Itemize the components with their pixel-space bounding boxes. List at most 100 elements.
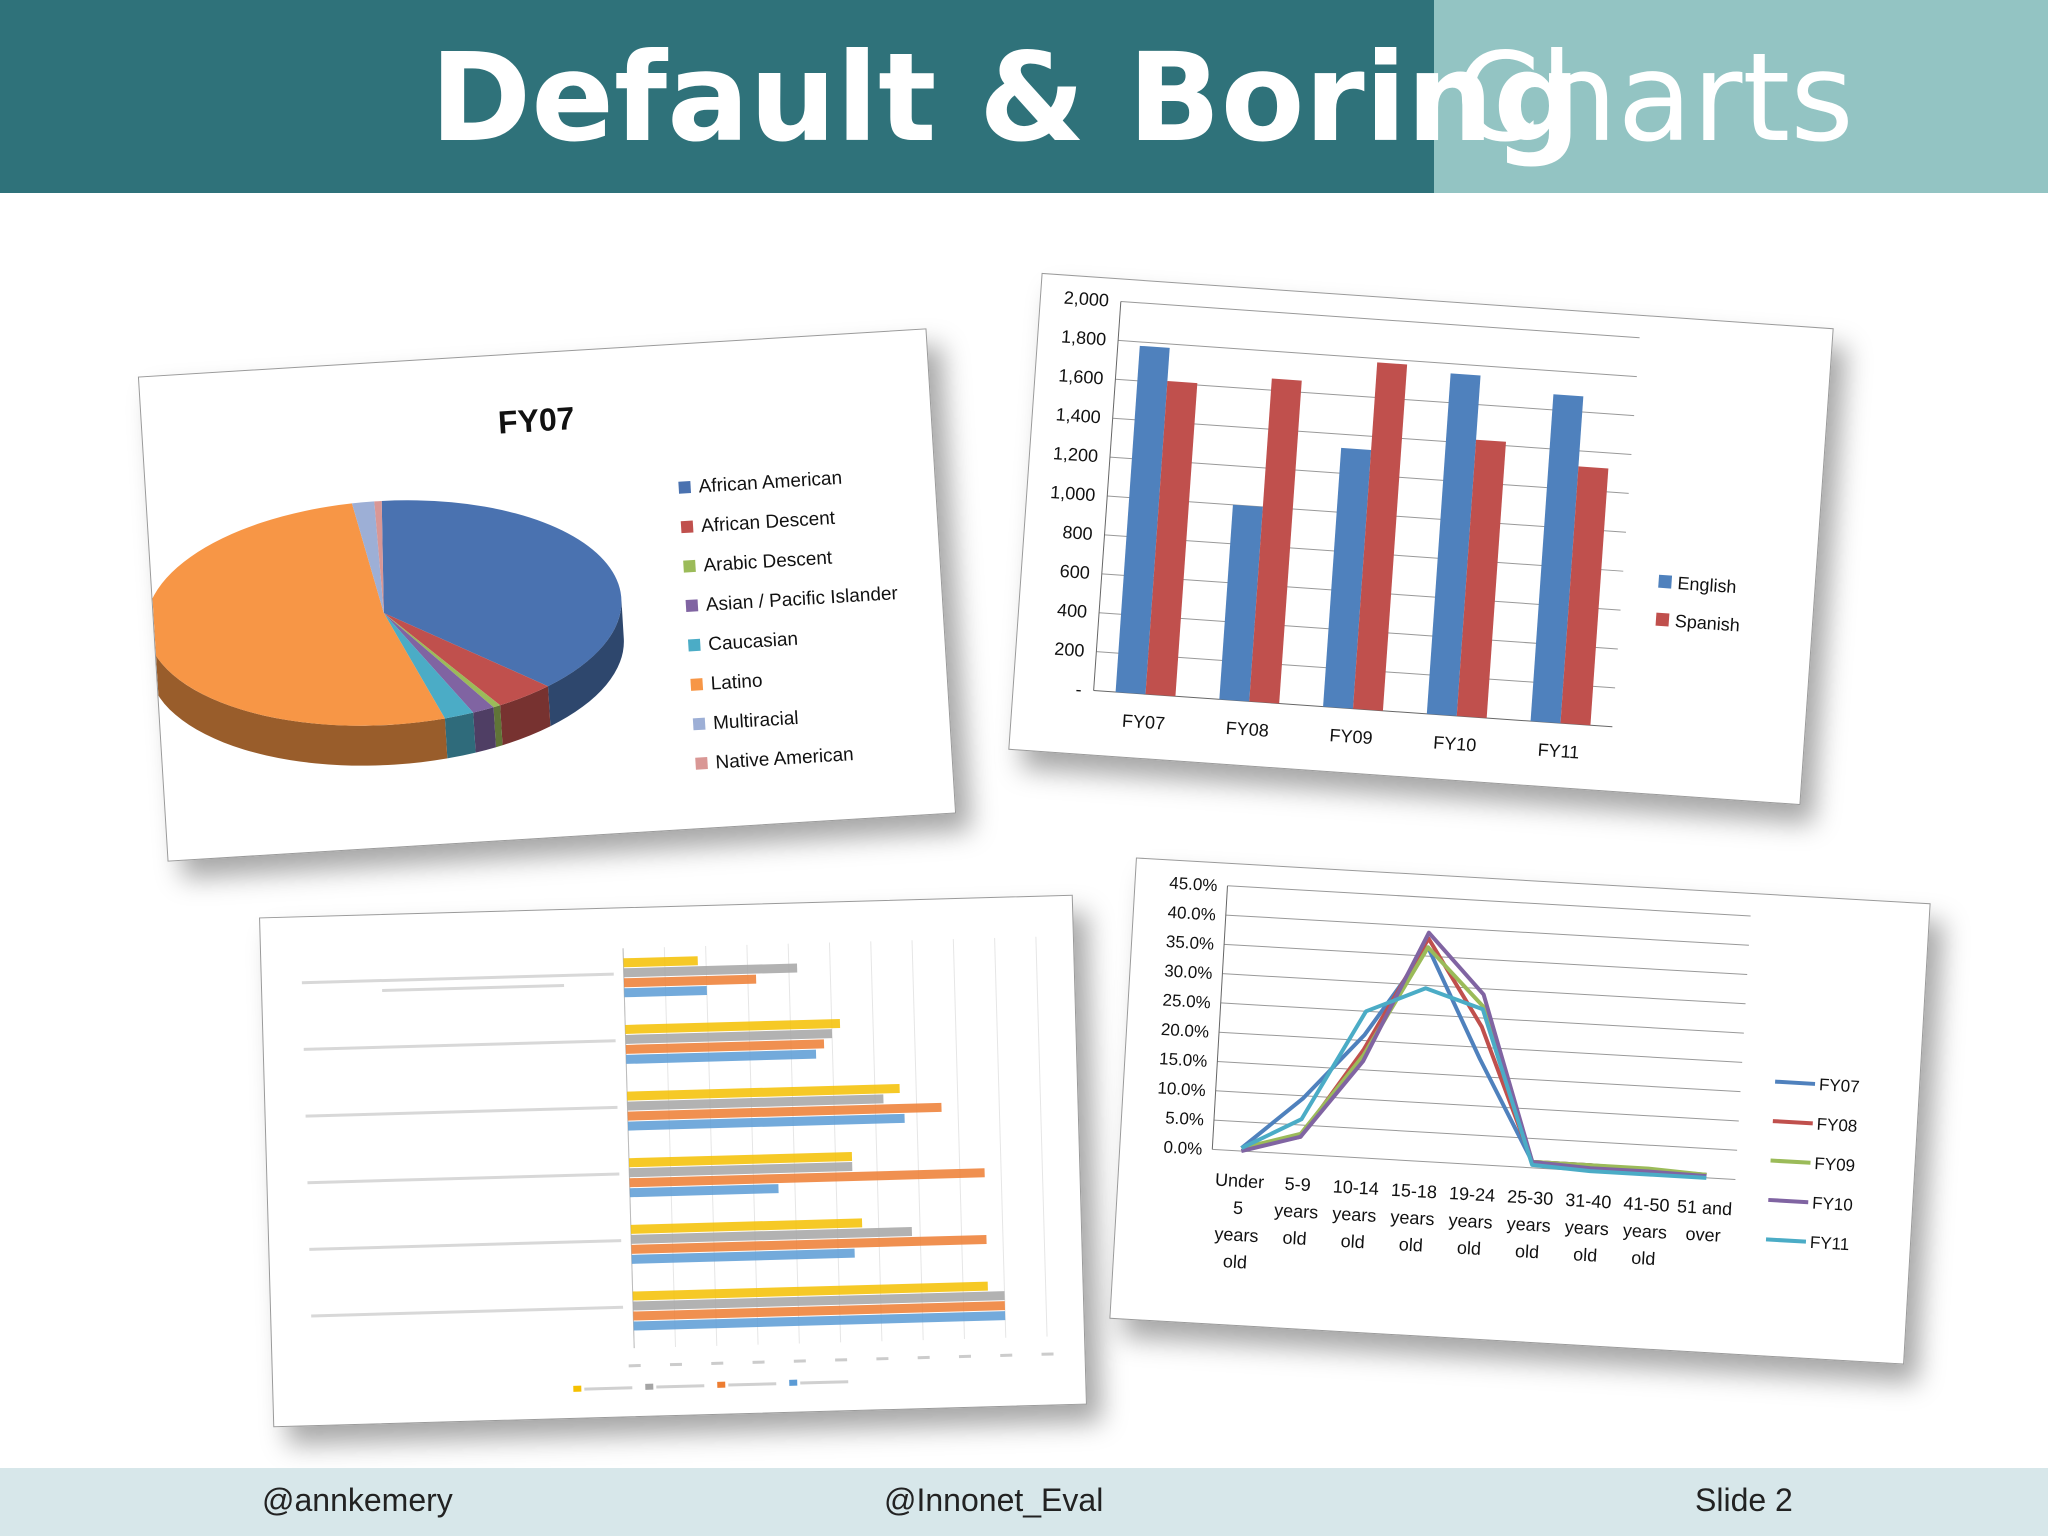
x-tick-label: 41-50yearsold	[1620, 1193, 1670, 1270]
y-axis	[622, 948, 635, 1349]
y-axis	[1211, 885, 1228, 1150]
x-tick-label: FY11	[1537, 740, 1580, 763]
legend-label: FY07	[1818, 1075, 1860, 1096]
gridline	[1035, 936, 1048, 1337]
bar-spanish	[1560, 466, 1609, 726]
legend-label: FY11	[1809, 1233, 1849, 1254]
legend-swatch	[685, 599, 699, 613]
legend-label	[584, 1386, 633, 1391]
series-line-fy09	[1241, 945, 1707, 1177]
hbar	[629, 1184, 779, 1198]
y-tick-label: 1,000	[1050, 482, 1096, 505]
y-tick-label: 0.0%	[1163, 1138, 1203, 1159]
legend-label: African Descent	[700, 508, 836, 537]
gridline	[1120, 300, 1640, 339]
category-label	[309, 1239, 622, 1251]
y-tick-label: 1,600	[1058, 365, 1104, 388]
hbar	[630, 1218, 863, 1234]
series-line-fy10	[1240, 930, 1707, 1179]
horizontal-bar-chart	[301, 936, 1054, 1392]
legend-swatch	[1655, 612, 1670, 627]
footer-bar: @annkemery @Innonet_Eval Slide 2	[0, 1468, 2048, 1536]
legend-label: English	[1677, 573, 1737, 597]
legend-swatch	[789, 1379, 798, 1386]
title-bar	[0, 0, 1434, 193]
hbar	[625, 1018, 841, 1034]
x-tick-label: Under5yearsold	[1210, 1170, 1265, 1274]
gridline	[1220, 1002, 1744, 1034]
legend-swatch	[1774, 1079, 1816, 1086]
pie-chart-card: FY07 African American African Descent Arabi…	[137, 328, 957, 862]
gridline	[663, 947, 676, 1348]
hbar	[623, 956, 698, 968]
gridline	[746, 944, 759, 1345]
bar-spanish	[1145, 380, 1198, 697]
hbar	[631, 1248, 855, 1264]
x-tick-label: FY07	[1121, 711, 1165, 734]
pie-slice-side	[444, 712, 476, 759]
hbar	[625, 1029, 833, 1044]
legend-label: Spanish	[1674, 611, 1740, 635]
gridline	[787, 943, 800, 1344]
legend-swatch	[695, 757, 708, 770]
hbar	[626, 1049, 817, 1064]
y-tick-label: 600	[1059, 561, 1090, 583]
legend-swatch	[680, 520, 694, 534]
x-tick-label	[669, 1362, 683, 1367]
slide-number: Slide 2	[1695, 1482, 1793, 1518]
gridline	[1222, 973, 1746, 1005]
x-tick-label	[711, 1361, 724, 1366]
legend-label: FY10	[1812, 1193, 1854, 1214]
y-tick-label: 40.0%	[1167, 903, 1216, 925]
hbar	[623, 963, 798, 978]
category-label	[305, 1105, 618, 1118]
x-tick-label: FY09	[1329, 725, 1373, 748]
series-line-fy11	[1240, 986, 1707, 1180]
bar-english	[1530, 394, 1584, 724]
legend-swatch	[1770, 1158, 1811, 1165]
category-label	[382, 983, 565, 993]
legend-swatch	[687, 638, 701, 652]
gridline	[1118, 339, 1637, 378]
x-tick-label: 15-18yearsold	[1387, 1180, 1437, 1257]
x-tick-label	[835, 1358, 848, 1362]
hbar	[624, 985, 707, 998]
y-tick-label: 35.0%	[1165, 932, 1214, 954]
hbar	[628, 1152, 853, 1168]
legend-swatch	[690, 678, 704, 691]
y-tick-label: -	[1075, 679, 1082, 699]
hbar	[631, 1227, 913, 1244]
category-label	[301, 972, 614, 985]
bar-english	[1115, 345, 1170, 695]
gridline	[1225, 914, 1749, 946]
gridline	[1213, 1119, 1738, 1151]
x-tick-label: 5-9yearsold	[1272, 1173, 1320, 1249]
footer-org-handle: @Innonet_Eval	[884, 1482, 1104, 1518]
y-tick-label: 1,200	[1052, 443, 1098, 466]
y-tick-label: 2,000	[1063, 288, 1109, 311]
bar-spanish	[1352, 362, 1408, 711]
legend-label: Latino	[710, 671, 763, 695]
hbar	[633, 1301, 1005, 1321]
legend-label: African American	[698, 468, 843, 498]
legend-swatch	[692, 717, 706, 731]
x-axis	[1093, 690, 1613, 728]
legend-label: Caucasian	[708, 629, 799, 655]
gridline	[1219, 1031, 1743, 1063]
x-tick-label	[752, 1360, 765, 1364]
legend-label	[800, 1380, 849, 1385]
y-tick-label: 25.0%	[1162, 991, 1211, 1013]
pie-slice	[381, 500, 622, 687]
hbar	[627, 1113, 905, 1131]
pie-slice-side	[473, 707, 496, 753]
pie-slice	[383, 612, 474, 719]
line-chart: 0.0% 5.0% 10.0% 15.0% 20.0% 25.0% 30.0% 35.0% 40…	[1157, 873, 1860, 1274]
legend-swatch	[573, 1385, 582, 1392]
hbar	[623, 974, 757, 988]
hbar	[625, 1039, 825, 1054]
bar-english	[1426, 373, 1481, 716]
hbar	[633, 1311, 1006, 1331]
x-tick-label: 25-30yearsold	[1504, 1186, 1554, 1263]
gridline	[705, 945, 718, 1346]
hbar	[631, 1234, 987, 1254]
